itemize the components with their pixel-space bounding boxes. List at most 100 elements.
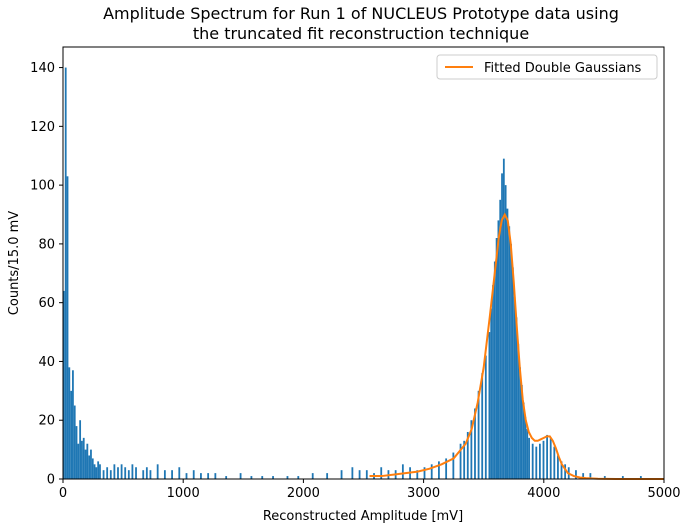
histogram-bar [358, 470, 361, 479]
histogram-bar [131, 464, 134, 479]
histogram-bar [163, 470, 166, 479]
histogram-bar [401, 464, 404, 479]
histogram-bar [75, 426, 78, 479]
x-axis-label: Reconstructed Amplitude [mV] [263, 509, 463, 524]
histogram-bar [438, 461, 440, 479]
histogram-bar [351, 467, 354, 479]
histogram-bar [535, 446, 538, 479]
histogram-bar [261, 476, 264, 479]
histogram-bar [120, 464, 123, 479]
y-tick-label: 20 [38, 414, 55, 429]
y-tick-label: 60 [38, 296, 55, 311]
histogram-bar [474, 408, 476, 479]
histogram-bar [127, 470, 130, 479]
histogram-bar [113, 464, 116, 479]
histogram-bar [557, 455, 559, 479]
histogram-bar [575, 470, 577, 479]
y-tick-label: 80 [38, 237, 55, 252]
histogram-bar [340, 470, 343, 479]
histogram-bar [72, 370, 74, 479]
histogram-bar [225, 476, 228, 479]
plot-frame [62, 46, 665, 480]
histogram-bar [95, 467, 98, 479]
histogram-bar [549, 437, 552, 479]
legend-box [436, 54, 658, 80]
y-tick-label: 0 [47, 473, 55, 488]
histogram-bar [499, 199, 502, 479]
histogram-bar [79, 420, 82, 479]
histogram-bar [135, 467, 137, 479]
histogram-bars [63, 67, 642, 480]
histogram-bar [513, 296, 516, 479]
histogram-bar [526, 429, 529, 479]
histogram-bar [64, 67, 67, 479]
histogram-bar [86, 443, 89, 479]
histogram-bar [91, 458, 94, 479]
histogram-bar [124, 467, 127, 479]
histogram-bar [517, 343, 520, 479]
x-tick-label: 4000 [527, 486, 560, 501]
histogram-bar [82, 437, 85, 479]
histogram-bar [97, 461, 100, 479]
histogram-bar [515, 317, 518, 479]
histogram-bar [200, 473, 202, 479]
histogram-bar [504, 185, 507, 479]
histogram-bar [639, 476, 642, 479]
histogram-bar [459, 443, 462, 479]
histogram-bar [477, 390, 480, 479]
legend-label: Fitted Double Gaussians [484, 61, 642, 76]
histogram-bar [149, 470, 152, 479]
histogram-bar [502, 158, 505, 480]
histogram-bar [70, 390, 73, 479]
x-tick-label: 2000 [287, 486, 320, 501]
y-axis-label: Counts/15.0 mV [7, 211, 22, 316]
histogram-bar [99, 464, 101, 479]
histogram-bar [63, 290, 65, 479]
histogram-bar [501, 173, 503, 479]
chart-title-line-1: Amplitude Spectrum for Run 1 of NUCLEUS … [103, 4, 619, 23]
histogram-bar [192, 470, 195, 479]
histogram-bar [207, 473, 210, 479]
histogram-bar [423, 467, 426, 479]
histogram-bar [156, 464, 159, 479]
histogram-bar [564, 464, 567, 479]
x-tick-label: 5000 [647, 486, 680, 501]
histogram-bar [93, 464, 96, 479]
histogram-bar [185, 473, 188, 479]
histogram-bar [178, 467, 181, 479]
histogram-bar [603, 476, 606, 479]
histogram-bar [171, 470, 173, 479]
histogram-bar [102, 470, 105, 479]
histogram-bar [492, 285, 494, 479]
histogram-bar [88, 455, 91, 479]
histogram-bar [524, 417, 527, 479]
y-tick-label: 120 [30, 120, 55, 135]
histogram-bar [495, 238, 498, 479]
histogram-bar [66, 176, 69, 479]
histogram-bar [430, 464, 433, 479]
histogram-bar [493, 261, 496, 479]
histogram-bar [106, 467, 109, 479]
histogram-bar [528, 437, 530, 479]
histogram-bar [522, 402, 525, 479]
histogram-bar [145, 467, 148, 479]
histogram-bar [497, 220, 500, 479]
legend: Fitted Double Gaussians [436, 54, 658, 80]
histogram-bar [90, 449, 92, 479]
histogram-bar [488, 332, 491, 479]
histogram-bar [416, 470, 419, 479]
histogram-bar [531, 443, 534, 479]
histogram-bar [142, 470, 145, 479]
histogram-bar [466, 431, 469, 479]
histogram-bar [239, 473, 242, 479]
histogram-bar [621, 476, 624, 479]
histogram-bar [380, 467, 383, 479]
histogram-bar [73, 405, 76, 479]
histogram-bar [510, 243, 512, 479]
y-axis-ticks: 0 20 40 60 80 100 120 140 [30, 61, 63, 488]
histogram-bar [311, 473, 314, 479]
histogram-bar [272, 476, 274, 479]
histogram-bar [365, 470, 368, 479]
x-tick-label: 1000 [167, 486, 200, 501]
